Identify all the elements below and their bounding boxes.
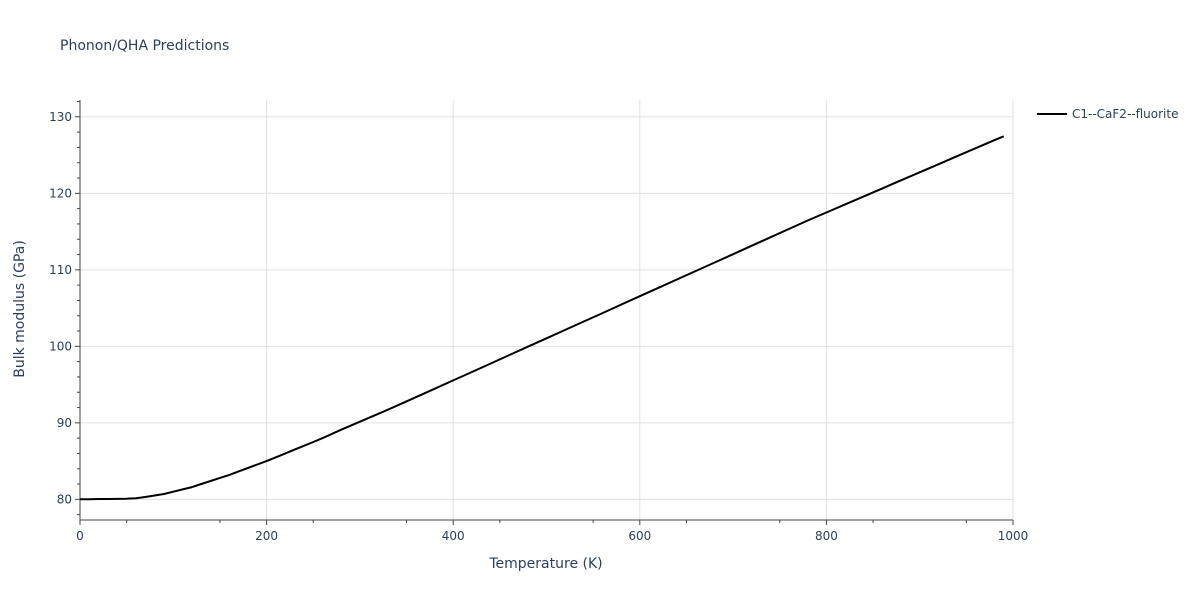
x-tick-label: 800 (815, 529, 838, 543)
chart-title: Phonon/QHA Predictions (60, 38, 229, 54)
x-tick-label: 200 (255, 529, 278, 543)
y-tick-label: 90 (57, 416, 72, 430)
x-tick-label: 1000 (998, 529, 1029, 543)
legend-label: C1--CaF2--fluorite (1072, 107, 1178, 121)
x-gridlines (266, 100, 1014, 520)
y-tick-label: 80 (57, 492, 72, 506)
y-gridlines (80, 116, 1013, 500)
x-tick-labels: 0 200 400 600 800 1000 (76, 529, 1028, 543)
x-tick-label: 600 (628, 529, 651, 543)
y-axis-title: Bulk modulus (GPa) (12, 240, 28, 378)
series-layer (79, 135, 1005, 501)
x-tick-label: 0 (76, 529, 84, 543)
legend[interactable]: C1--CaF2--fluorite (1037, 107, 1178, 121)
y-tick-labels: 80 90 100 110 120 130 (49, 110, 72, 507)
y-tick-label: 100 (49, 339, 72, 353)
y-tick-label: 110 (49, 263, 72, 277)
x-axis-title: Temperature (K) (488, 556, 602, 572)
series-line (79, 135, 1005, 501)
legend-item[interactable]: C1--CaF2--fluorite (1037, 107, 1178, 121)
y-tick-label: 120 (49, 186, 72, 200)
axes (75, 100, 1014, 525)
x-tick-label: 400 (442, 529, 465, 543)
y-tick-label: 130 (49, 110, 72, 124)
